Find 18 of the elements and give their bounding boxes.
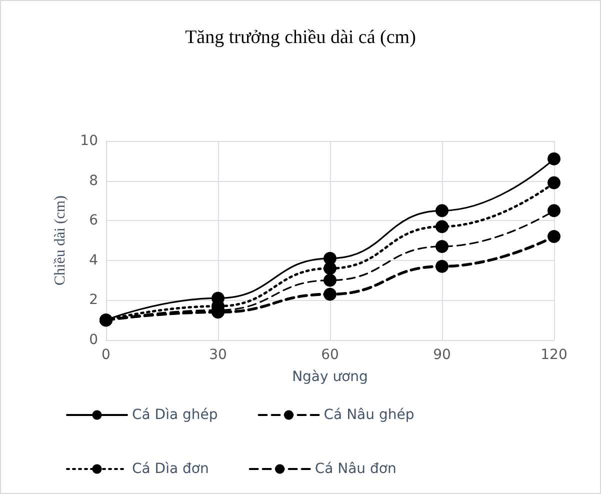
x-tick-label: 60 bbox=[321, 347, 339, 363]
x-tick-label: 90 bbox=[433, 347, 451, 363]
x-axis-title: Ngày ương bbox=[292, 369, 368, 385]
chart-title: Tăng trưởng chiều dài cá (cm) bbox=[185, 27, 416, 48]
y-tick-label: 10 bbox=[80, 133, 98, 149]
x-tick-label: 0 bbox=[102, 347, 110, 363]
y-axis-title: Chiều dài (cm) bbox=[52, 196, 68, 286]
legend-label: Cá Dìa ghép bbox=[132, 407, 218, 423]
legend-label: Cá Dìa đơn bbox=[132, 461, 209, 477]
legend-label: Cá Nâu ghép bbox=[324, 407, 414, 423]
x-tick-label: 30 bbox=[209, 347, 227, 363]
y-tick-label: 0 bbox=[89, 332, 98, 348]
legend-label: Cá Nâu đơn bbox=[314, 461, 396, 477]
y-tick-label: 6 bbox=[89, 212, 98, 229]
x-tick-label: 120 bbox=[540, 347, 568, 363]
y-tick-label: 8 bbox=[89, 172, 98, 189]
y-tick-label: 2 bbox=[89, 292, 98, 308]
y-tick-label: 4 bbox=[89, 252, 98, 268]
